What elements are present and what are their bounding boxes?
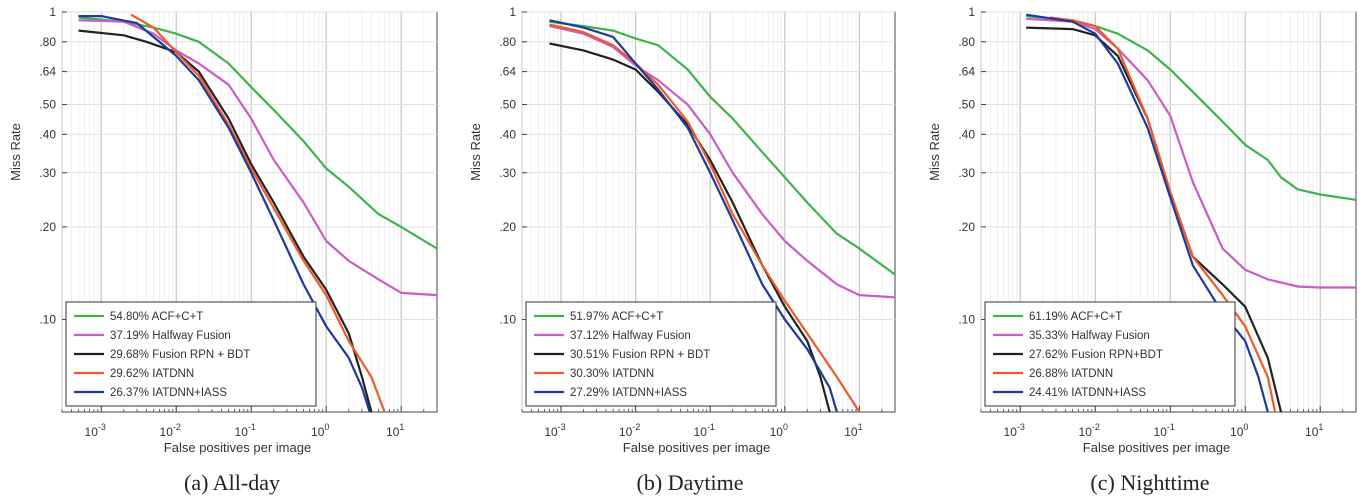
x-tick-label: 101 — [844, 422, 862, 439]
series-line-1 — [78, 16, 437, 250]
x-tick-label: 10-3 — [85, 422, 106, 439]
y-tick-label: 1 — [509, 5, 516, 19]
y-tick-label: .80 — [499, 35, 516, 49]
series-line-2 — [1026, 17, 1356, 289]
y-tick-label: .80 — [39, 35, 56, 49]
y-tick-label: .50 — [499, 98, 516, 112]
x-tick-label: 100 — [770, 422, 788, 439]
caption-daytime: (b) Daytime — [636, 470, 744, 495]
chart-2: 10-3 10-2 10-1 100 101 1 .80 .64 .50 .40 .30 .20 .10… — [468, 5, 896, 455]
x-tick-label: 10-3 — [1004, 422, 1025, 439]
caption-nighttime: (c) Nighttime — [1090, 470, 1210, 495]
x-tick-label: 101 — [386, 422, 404, 439]
legend-entry: 26.37% IATDNN+IASS — [110, 387, 227, 399]
x-tick-label: 10-1 — [235, 422, 256, 439]
x-tick-label: 10-1 — [694, 422, 715, 439]
y-axis-label: Miss Rate — [927, 123, 942, 181]
legend: 61.19% ACF+C+T 35.33% Halfway Fusion 27.62… — [984, 301, 1236, 407]
series-line-5 — [549, 19, 838, 412]
x-tick-label: 10-2 — [619, 422, 640, 439]
legend-entry: 29.68% Fusion RPN + BDT — [110, 349, 250, 361]
x-axis-label: False positives per image — [1083, 440, 1230, 455]
y-tick-label: .30 — [499, 166, 516, 180]
legend-box — [525, 301, 777, 407]
y-tick-label: .64 — [958, 65, 975, 79]
legend: 51.97% ACF+C+T 37.12% Halfway Fusion 30.51… — [525, 301, 777, 407]
y-tick-label: .20 — [958, 220, 975, 234]
legend-entry: 37.12% Halfway Fusion — [570, 330, 691, 342]
caption-allday: (a) All-day — [184, 470, 280, 495]
chart-1: 10-3 10-2 10-1 100 101 1 .80 .64 .50 .40 .30 .20 .10… — [8, 5, 438, 455]
legend-entry: 26.88% IATDNN — [1029, 368, 1113, 380]
legend-box — [984, 301, 1236, 407]
x-tick-label: 10-3 — [544, 422, 565, 439]
y-tick-label: .40 — [39, 127, 56, 141]
y-tick-label: 1 — [968, 5, 975, 19]
legend-box — [65, 301, 317, 407]
y-tick-label: .64 — [39, 65, 56, 79]
legend-entry: 51.97% ACF+C+T — [570, 311, 663, 323]
x-tick-label: 10-2 — [160, 422, 181, 439]
x-tick-label: 10-2 — [1079, 422, 1100, 439]
x-axis-label: False positives per image — [164, 440, 311, 455]
legend-entry: 35.33% Halfway Fusion — [1029, 330, 1150, 342]
legend-entry: 61.19% ACF+C+T — [1029, 311, 1122, 323]
series-line-1 — [549, 20, 895, 276]
y-tick-label: .30 — [958, 166, 975, 180]
x-axis-label: False positives per image — [623, 440, 770, 455]
legend-entry: 37.19% Halfway Fusion — [110, 330, 231, 342]
series-group — [549, 19, 895, 412]
legend-entry: 27.62% Fusion RPN+BDT — [1029, 349, 1163, 361]
legend-entry: 27.29% IATDNN+IASS — [570, 387, 687, 399]
x-tick-label: 100 — [311, 422, 329, 439]
series-line-4 — [130, 13, 386, 412]
series-line-2 — [549, 25, 895, 299]
series-line-4 — [549, 23, 861, 412]
x-tick-label: 101 — [1305, 422, 1323, 439]
y-tick-label: .80 — [958, 35, 975, 49]
legend-entry: 30.30% IATDNN — [570, 368, 654, 380]
y-tick-label: .10 — [39, 312, 56, 326]
series-line-3 — [78, 29, 373, 412]
y-tick-label: .30 — [39, 166, 56, 180]
y-tick-label: .20 — [39, 220, 56, 234]
y-tick-label: .40 — [958, 127, 975, 141]
y-tick-label: .50 — [958, 98, 975, 112]
series-line-4 — [1049, 16, 1277, 412]
series-group — [1026, 13, 1356, 412]
series-line-1 — [1026, 15, 1356, 201]
series-line-2 — [78, 19, 437, 297]
y-tick-label: .10 — [958, 312, 975, 326]
y-tick-label: .40 — [499, 127, 516, 141]
legend-entry: 30.51% Fusion RPN + BDT — [570, 349, 710, 361]
legend-entry: 54.80% ACF+C+T — [110, 311, 203, 323]
y-tick-label: .50 — [39, 98, 56, 112]
series-group — [78, 13, 437, 412]
charts-svg: 10-3 10-2 10-1 100 101 1 .80 .64 .50 .40 .30 .20 .10… — [8, 5, 1357, 455]
y-axis-label: Miss Rate — [8, 123, 23, 181]
y-axis-label: Miss Rate — [468, 123, 483, 181]
legend-entry: 29.62% IATDNN — [110, 368, 194, 380]
y-tick-label: 1 — [49, 5, 56, 19]
y-tick-label: .20 — [499, 220, 516, 234]
x-tick-label: 100 — [1230, 422, 1248, 439]
legend-entry: 24.41% IATDNN+IASS — [1029, 387, 1146, 399]
chart-3: 10-3 10-2 10-1 100 101 1 .80 .64 .50 .40 .30 .20 .10… — [927, 5, 1357, 455]
y-tick-label: .10 — [499, 312, 516, 326]
y-tick-label: .64 — [499, 65, 516, 79]
series-line-3 — [549, 42, 831, 412]
x-tick-label: 10-1 — [1154, 422, 1175, 439]
legend: 54.80% ACF+C+T 37.19% Halfway Fusion 29.68… — [65, 301, 317, 407]
series-line-5 — [78, 15, 371, 412]
series-line-5 — [1026, 13, 1269, 412]
